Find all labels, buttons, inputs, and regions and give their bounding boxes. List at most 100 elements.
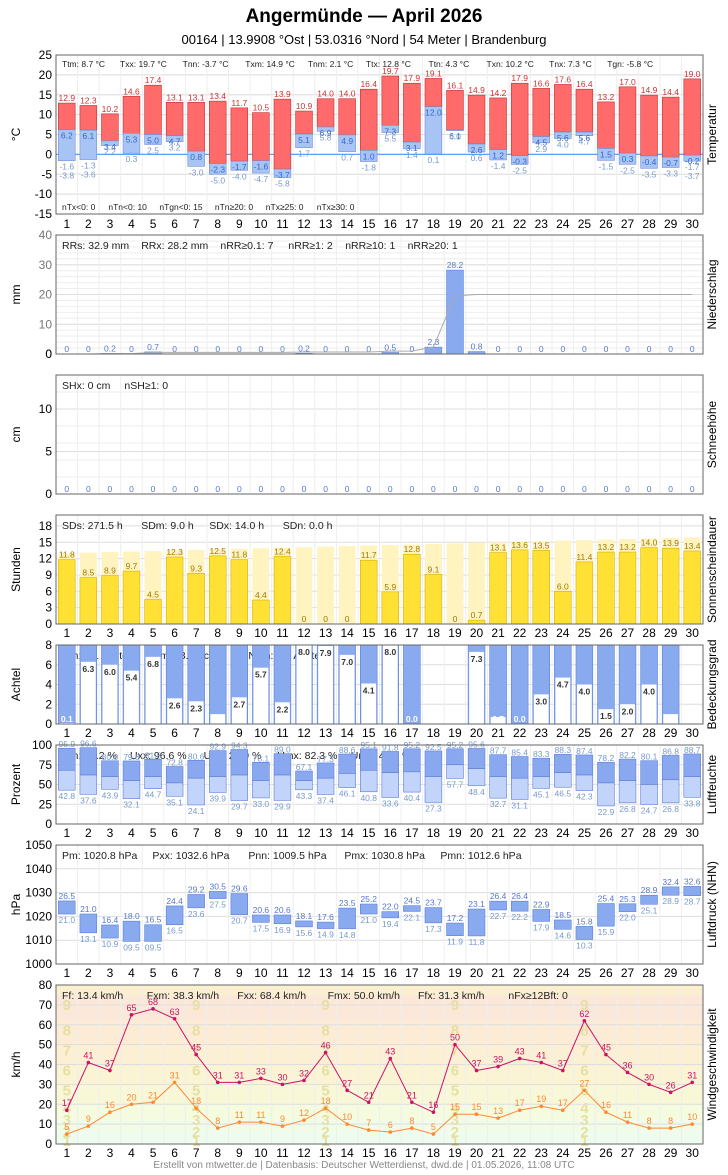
wind-mean-point: [668, 1126, 673, 1130]
y-tick-label: 30: [39, 1077, 53, 1091]
x-tick-label: 1: [63, 626, 70, 640]
gust-point: [582, 1018, 587, 1023]
precip-label: 2.3: [428, 337, 440, 347]
humidity-upper-bar: [510, 756, 529, 779]
stat-text: Ttx: 12.8 °C: [366, 59, 411, 69]
snow-label: 0: [604, 484, 609, 494]
humidity-upper-bar: [640, 760, 658, 785]
x-tick-label: 26: [599, 217, 613, 231]
tmin-bar: [338, 134, 356, 152]
x-tick-label: 25: [578, 966, 592, 980]
humidity-max-label: 87.4: [576, 746, 593, 756]
x-tick-label: 15: [362, 217, 376, 231]
wind-mean-point: [259, 1120, 263, 1124]
wind-mean-point: [345, 1122, 349, 1126]
x-tick-label: 26: [599, 1146, 613, 1160]
x-tick-label: 16: [384, 217, 398, 231]
sun-label: 11.7: [361, 550, 377, 560]
x-tick-label: 14: [340, 217, 354, 231]
sun-bar: [209, 555, 227, 625]
humidity-lower-bar: [424, 776, 443, 803]
x-tick-label: 14: [340, 626, 354, 640]
y-tick-label: 1030: [25, 886, 52, 900]
stat-text: Umx: 82.3 %: [277, 750, 337, 762]
x-tick-label: 13: [319, 726, 333, 740]
sun-bar: [554, 590, 572, 625]
wind-mean-point: [108, 1110, 112, 1114]
stat-text: nTx<0: 0: [62, 202, 96, 212]
y-tick-label: 50: [39, 1038, 53, 1052]
panel-label: Luftdruck (NHN): [705, 861, 719, 948]
gust-point: [86, 1060, 91, 1065]
tmin-label: -3.5: [642, 169, 657, 179]
wind-mean-label: 21: [148, 1090, 158, 1100]
tmax-label: 10.2: [102, 104, 119, 114]
humidity-upper-bar: [575, 754, 594, 776]
tmean-label: -1.7: [232, 162, 247, 172]
tmax-bar: [575, 88, 594, 133]
sun-label: 12.8: [404, 544, 421, 554]
sun-label: 4.4: [255, 590, 267, 600]
pressure-bar: [209, 891, 227, 899]
panel-label: Sonnenscheindauer: [705, 516, 719, 623]
snow-label: 0: [474, 484, 479, 494]
snow-label: 0: [64, 484, 69, 494]
x-tick-label: 13: [319, 217, 333, 231]
pressure-max-label: 23.5: [339, 898, 356, 908]
y-tick-label: -10: [35, 187, 53, 201]
stat-text: Txx: 19.7 °C: [120, 59, 167, 69]
tmean-label: 6.1: [449, 131, 461, 141]
sun-label: 0: [345, 614, 350, 624]
pressure-bar: [683, 886, 701, 896]
tmin-bar: [532, 136, 550, 144]
x-tick-label: 12: [297, 1146, 311, 1160]
gust-point: [388, 1056, 393, 1061]
tmax-bar: [381, 75, 399, 126]
tmin-bar: [316, 126, 335, 132]
y-tick-label: 5: [45, 128, 52, 142]
pressure-min-label: 28.9: [662, 896, 679, 906]
sun-label: 13.5: [533, 540, 550, 550]
pressure-min-label: 23.6: [188, 909, 205, 919]
humidity-upper-bar: [424, 750, 443, 777]
pressure-bar: [273, 914, 292, 925]
gust-point: [410, 1100, 414, 1105]
stat-text: RRs: 32.9 mm: [62, 240, 129, 252]
stat-text: nTn<0: 10: [108, 202, 147, 212]
humidity-min-label: 22.9: [598, 807, 615, 817]
cloud-label: 4.0: [643, 687, 655, 697]
precip-label: 0: [690, 344, 695, 354]
sun-bar: [661, 547, 680, 625]
panel-label: Bedeckungsgrad: [705, 639, 719, 729]
tmean-label: 1.2: [492, 151, 504, 161]
cloud-bar-clear: [210, 714, 226, 724]
cloud-bar-clear: [641, 684, 657, 724]
stat-text: Tgn: -5.8 °C: [607, 59, 653, 69]
tmax-label: 14.0: [317, 89, 334, 99]
humidity-lower-bar: [532, 776, 550, 789]
stat-text: Tnx: 7.3 °C: [549, 59, 592, 69]
snow-label: 0: [431, 484, 436, 494]
sun-bar: [381, 591, 399, 625]
pressure-max-label: 20.6: [253, 905, 270, 915]
stat-text: SDn: 0.0 h: [283, 520, 333, 532]
y-tick-label: 0: [45, 617, 52, 631]
x-tick-label: 24: [556, 966, 570, 980]
tmin-bar: [209, 163, 227, 175]
cloud-label: 6.3: [82, 664, 94, 674]
tmean-label: 3.4: [104, 142, 116, 152]
cloud-label: 1.0: [212, 714, 224, 724]
x-tick-label: 19: [448, 826, 462, 840]
humidity-max-label: 89.0: [274, 745, 291, 755]
gust-point: [151, 1007, 155, 1011]
pressure-max-label: 32.6: [684, 876, 701, 886]
x-tick-label: 6: [171, 217, 178, 231]
stat-text: Fxx: 68.4 km/h: [237, 990, 306, 1002]
gust-label: 26: [666, 1080, 676, 1090]
tmean-label: 6.2: [61, 131, 73, 141]
x-tick-label: 5: [150, 966, 157, 980]
pressure-bar: [144, 924, 162, 942]
pressure-bar: [618, 903, 637, 912]
tmax-bar: [683, 78, 701, 156]
x-tick-label: 20: [470, 1146, 484, 1160]
